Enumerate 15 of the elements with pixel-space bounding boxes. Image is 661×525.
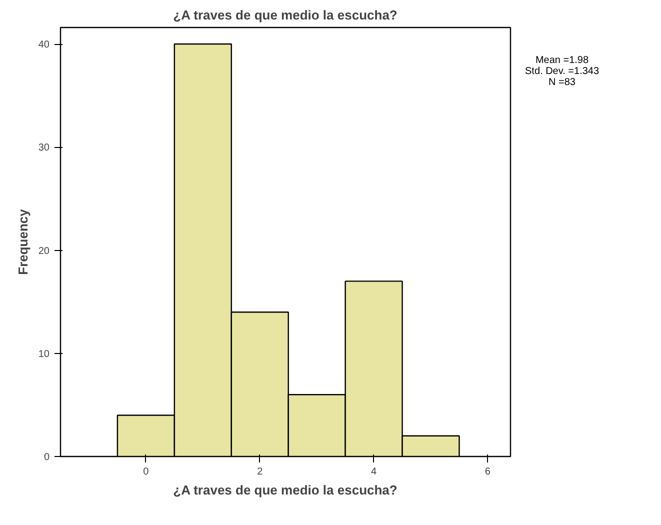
text: Std. Dev. =1.343 bbox=[525, 66, 600, 77]
x-axis-title: ¿A traves de que medio la escucha? bbox=[173, 482, 398, 498]
y-tick-label: 20 bbox=[38, 246, 50, 257]
x-tick-label: 6 bbox=[484, 466, 491, 478]
text: Mean =1.98 bbox=[535, 55, 589, 66]
text: N =83 bbox=[548, 77, 576, 88]
chart-title: ¿A traves de que medio la escucha? bbox=[173, 8, 398, 22]
y-axis-title: Frequency bbox=[15, 208, 30, 275]
y-tick-label: 0 bbox=[44, 452, 50, 463]
y-tick-label: 40 bbox=[38, 40, 50, 50]
x-tick-label: 4 bbox=[371, 466, 378, 478]
y-tick-label: 10 bbox=[38, 348, 50, 360]
y-tick-label: 30 bbox=[38, 142, 50, 154]
x-tick-label: 2 bbox=[257, 466, 264, 478]
x-tick-label: 0 bbox=[143, 466, 150, 478]
